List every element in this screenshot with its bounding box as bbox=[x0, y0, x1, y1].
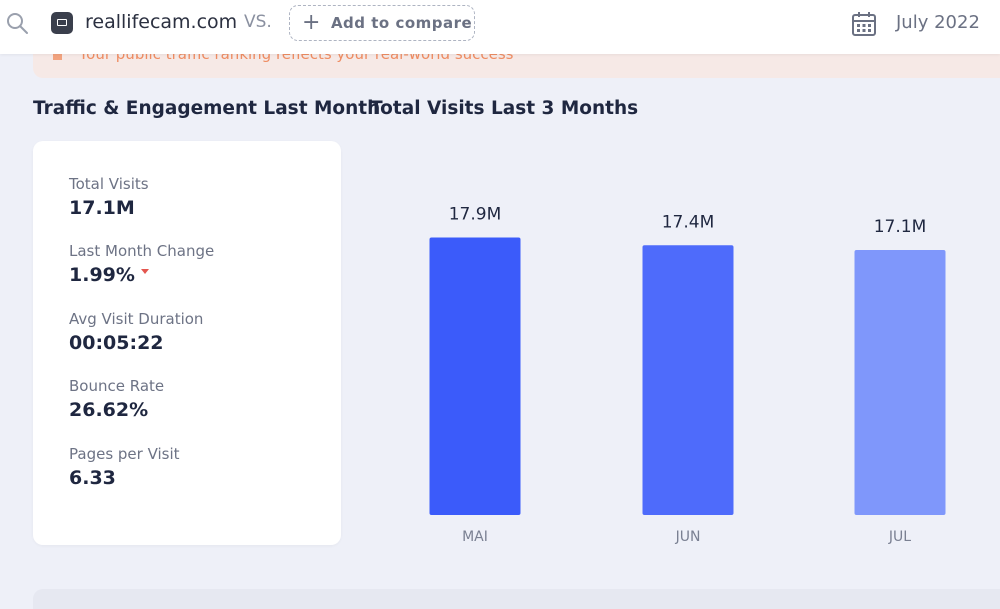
visits-bar-chart: 17.9M MAI 17.4M JUN 17.1M JUL bbox=[429, 205, 946, 545]
bar-jul[interactable] bbox=[854, 249, 946, 515]
calendar-icon[interactable] bbox=[851, 11, 877, 37]
stat-last-month-change: Last Month Change 1.99% bbox=[69, 241, 214, 287]
x-tick-label: JUL bbox=[888, 529, 911, 545]
top-bar: reallifecam.com VS. + Add to compare Jul… bbox=[0, 0, 1000, 54]
date-selector[interactable]: July 2022 bbox=[896, 12, 980, 33]
stat-label: Pages per Visit bbox=[69, 445, 180, 463]
plus-icon: + bbox=[302, 10, 321, 35]
search-icon[interactable] bbox=[5, 11, 29, 35]
stat-label: Last Month Change bbox=[69, 242, 215, 260]
stat-total-visits: Total Visits 17.1M bbox=[69, 174, 149, 220]
decrease-arrow-icon bbox=[140, 269, 149, 274]
stat-value: 17.1M bbox=[69, 197, 135, 219]
bar-value-label: 17.4M bbox=[662, 212, 715, 232]
bar-jun[interactable] bbox=[642, 245, 734, 516]
bar-value-label: 17.9M bbox=[449, 205, 502, 225]
stat-value: 26.62% bbox=[69, 399, 149, 421]
stat-avg-visit-duration: Avg Visit Duration 00:05:22 bbox=[69, 309, 203, 355]
add-to-compare-label: Add to compare bbox=[330, 14, 473, 32]
x-tick-label: JUN bbox=[675, 529, 701, 545]
stat-bounce-rate: Bounce Rate 26.62% bbox=[69, 376, 164, 422]
next-section-panel bbox=[33, 589, 1000, 609]
site-name[interactable]: reallifecam.com bbox=[85, 11, 238, 33]
stat-label: Total Visits bbox=[69, 175, 149, 193]
add-to-compare-button[interactable]: + Add to compare bbox=[289, 5, 475, 41]
stat-value: 6.33 bbox=[69, 467, 116, 489]
stat-value: 1.99% bbox=[69, 264, 135, 286]
bar-value-label: 17.1M bbox=[874, 217, 927, 237]
engagement-title: Traffic & Engagement Last Month bbox=[33, 98, 381, 119]
stat-label: Bounce Rate bbox=[69, 377, 165, 395]
visits-title: Total Visits Last 3 Months bbox=[370, 98, 639, 119]
x-tick-label: MAI bbox=[462, 529, 488, 545]
vs-label: VS. bbox=[244, 12, 272, 32]
site-favicon-icon bbox=[51, 12, 73, 34]
stat-pages-per-visit: Pages per Visit 6.33 bbox=[69, 444, 180, 490]
stat-value-row: 1.99% bbox=[69, 263, 214, 287]
rank-icon bbox=[53, 54, 62, 60]
engagement-card: Total Visits 17.1M Last Month Change 1.9… bbox=[33, 141, 341, 545]
stat-value: 00:05:22 bbox=[69, 332, 164, 354]
bar-mai[interactable] bbox=[429, 237, 521, 516]
stat-label: Avg Visit Duration bbox=[69, 310, 204, 328]
